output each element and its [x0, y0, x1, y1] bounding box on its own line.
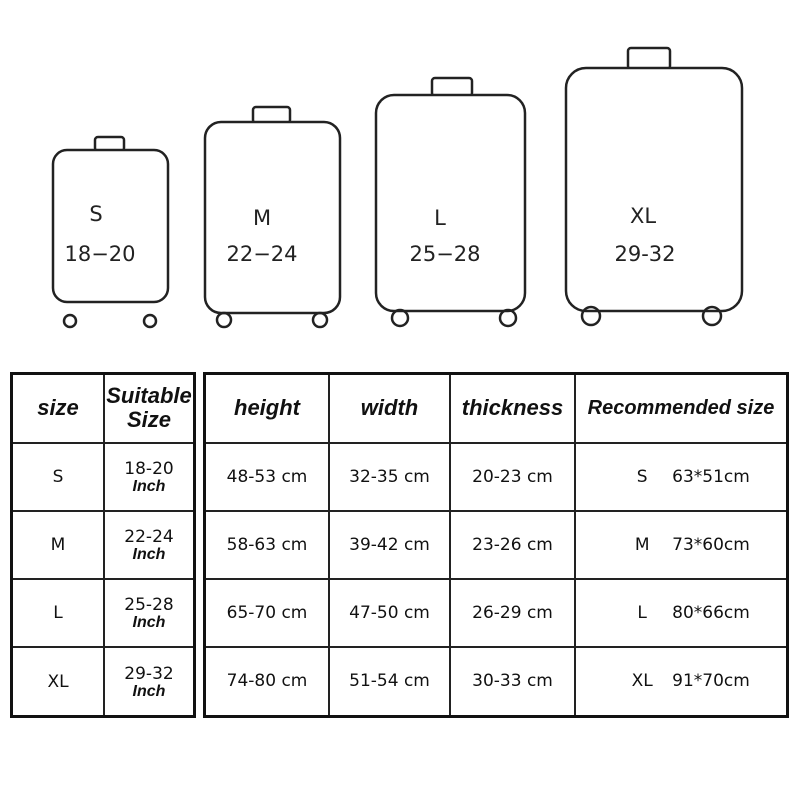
- thickness-cell: 23-26 cm: [449, 509, 576, 580]
- header-recommended-size: Recommended size: [574, 372, 789, 444]
- width-cell: 51-54 cm: [328, 645, 451, 718]
- header-height: height: [203, 372, 330, 444]
- suitable-value: 22-24: [124, 526, 174, 547]
- thickness-cell: 20-23 cm: [449, 441, 576, 512]
- table-row: 65-70 cm 47-50 cm 26-29 cm L 80*66cm: [203, 577, 789, 648]
- table-row: XL 29-32 Inch: [10, 646, 196, 718]
- width-cell: 47-50 cm: [328, 577, 451, 648]
- height-cell: 65-70 cm: [203, 577, 330, 648]
- rec-size: S: [636, 466, 648, 487]
- suitcase-illustrations: [51, 46, 744, 329]
- size-cell: L: [10, 578, 105, 649]
- header-thickness: thickness: [449, 372, 576, 444]
- rec-dims: 73*60cm: [672, 534, 750, 555]
- rec-size: L: [637, 602, 647, 623]
- suitcase-range-label: 29-32: [614, 242, 676, 266]
- recommended-cell: L 80*66cm: [574, 577, 789, 648]
- height-cell: 74-80 cm: [203, 645, 330, 718]
- suitable-cell: 22-24 Inch: [103, 509, 196, 581]
- unit-label: Inch: [132, 477, 166, 495]
- table-row: L 25-28 Inch: [10, 578, 196, 649]
- height-cell: 58-63 cm: [203, 509, 330, 580]
- suitcase-size-label: XL: [629, 204, 657, 228]
- suitcase-size-label: S: [89, 202, 103, 226]
- suitcase-range-label: 22−24: [226, 242, 298, 266]
- suitable-value: 29-32: [124, 663, 174, 684]
- suitable-value: 25-28: [124, 595, 174, 616]
- suitcase-s-icon: [51, 135, 170, 329]
- size-cell: S: [10, 441, 105, 512]
- rec-dims: 91*70cm: [672, 671, 750, 692]
- table-row: 48-53 cm 32-35 cm 20-23 cm S 63*51cm: [203, 441, 789, 512]
- unit-label: Inch: [132, 682, 166, 700]
- suitable-cell: 25-28 Inch: [103, 578, 196, 649]
- unit-label: Inch: [132, 614, 166, 632]
- table-row: M 22-24 Inch: [10, 509, 196, 581]
- suitcase-m-icon: [203, 105, 342, 329]
- table-row: 58-63 cm 39-42 cm 23-26 cm M 73*60cm: [203, 509, 789, 580]
- suitcase-size-label: M: [252, 206, 272, 230]
- suitable-cell: 29-32 Inch: [103, 646, 196, 718]
- table-row: 74-80 cm 51-54 cm 30-33 cm XL 91*70cm: [203, 645, 789, 718]
- table-row: S 18-20 Inch: [10, 441, 196, 512]
- rec-dims: 80*66cm: [672, 602, 750, 623]
- size-cell: M: [10, 509, 105, 581]
- thickness-cell: 30-33 cm: [449, 645, 576, 718]
- thickness-cell: 26-29 cm: [449, 577, 576, 648]
- suitcase-range-label: 25−28: [409, 242, 481, 266]
- recommended-cell: S 63*51cm: [574, 441, 789, 512]
- suitable-value: 18-20: [124, 458, 174, 479]
- rec-size: XL: [631, 671, 653, 692]
- suitcase-range-label: 18−20: [64, 242, 136, 266]
- suitable-cell: 18-20 Inch: [103, 441, 196, 512]
- width-cell: 39-42 cm: [328, 509, 451, 580]
- header-width: width: [328, 372, 451, 444]
- unit-label: Inch: [132, 545, 166, 563]
- suitcase-l-icon: [374, 76, 527, 328]
- recommended-cell: XL 91*70cm: [574, 645, 789, 718]
- size-table: size Suitable Size S 18-20 Inch M 22-24 In…: [10, 372, 196, 718]
- width-cell: 32-35 cm: [328, 441, 451, 512]
- height-cell: 48-53 cm: [203, 441, 330, 512]
- rec-size: M: [634, 534, 650, 555]
- size-cell: XL: [10, 646, 105, 718]
- header-suitable-size: Suitable Size: [103, 372, 196, 444]
- suitcase-size-label: L: [434, 206, 446, 230]
- dimension-table: height width thickness Recommended size …: [203, 372, 789, 718]
- rec-dims: 63*51cm: [672, 466, 750, 487]
- header-size: size: [10, 372, 105, 444]
- recommended-cell: M 73*60cm: [574, 509, 789, 580]
- suitcase-xl-icon: [564, 46, 744, 327]
